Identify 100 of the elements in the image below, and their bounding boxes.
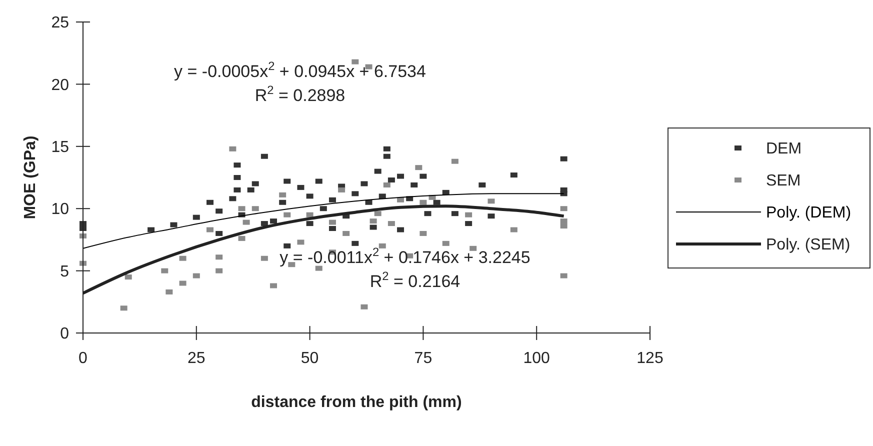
point [451, 211, 458, 216]
y-tick-label: 25 [51, 14, 70, 32]
point [297, 184, 304, 190]
point [560, 273, 568, 278]
point [229, 146, 236, 152]
point [370, 218, 377, 224]
point [397, 227, 404, 232]
point [260, 154, 268, 159]
point [270, 218, 278, 224]
point [488, 214, 495, 219]
point [234, 162, 241, 168]
point [279, 192, 286, 198]
point [470, 246, 477, 251]
point [148, 227, 155, 232]
point [510, 227, 518, 232]
point [360, 181, 368, 186]
annotation: y = -0.0005x$^{2}$ + 0.0945x + 6.7534 [174, 59, 426, 81]
point [206, 200, 214, 205]
x-tick-label: 125 [636, 350, 664, 367]
point [216, 254, 223, 260]
point [365, 200, 372, 205]
point [206, 227, 214, 232]
point [352, 240, 359, 246]
x-tick-label: 0 [78, 350, 88, 367]
annotation: R$^{2}$ = 0.2898 [254, 83, 346, 105]
point [328, 197, 336, 202]
point [179, 280, 186, 286]
point [424, 211, 432, 216]
point [378, 243, 386, 248]
y-tick-label: 10 [51, 201, 70, 218]
point [420, 174, 427, 179]
point [306, 194, 314, 199]
point [216, 208, 223, 214]
point [397, 197, 404, 202]
x-tick-label: 100 [523, 350, 550, 367]
point [216, 268, 223, 274]
point [161, 268, 168, 274]
point [242, 220, 250, 225]
point [352, 59, 359, 64]
point [192, 214, 200, 220]
point [342, 230, 350, 236]
point [383, 182, 390, 188]
point [306, 212, 314, 218]
point [383, 154, 390, 159]
point [315, 178, 322, 184]
y-tick-label: 20 [51, 76, 70, 94]
point [420, 230, 427, 236]
point [420, 200, 427, 205]
point [451, 158, 458, 164]
legend-label: SEM [766, 172, 801, 190]
point [179, 256, 186, 261]
point [433, 200, 440, 205]
point [297, 240, 304, 245]
point [328, 226, 336, 232]
point [238, 236, 246, 241]
point [465, 212, 472, 218]
point [124, 274, 132, 280]
y-tick-label: 15 [51, 139, 70, 156]
point [378, 194, 386, 199]
point [306, 221, 314, 226]
point [442, 190, 450, 195]
point [383, 146, 390, 152]
point [260, 221, 268, 226]
point [465, 221, 472, 226]
point [252, 181, 259, 186]
point [488, 198, 495, 204]
y-tick-label: 0 [60, 326, 70, 343]
point [192, 273, 200, 278]
point [410, 182, 418, 188]
text: Poly. (DEM) [766, 204, 852, 222]
point [388, 221, 395, 226]
point [478, 182, 486, 188]
point [247, 187, 254, 192]
point [238, 206, 246, 212]
point [279, 200, 286, 205]
point [560, 206, 568, 212]
point [560, 156, 568, 162]
point [370, 224, 377, 230]
point [510, 172, 518, 178]
point [397, 174, 404, 179]
point [252, 206, 259, 212]
annotation: R$^{2}$ = 0.2164 [370, 269, 460, 291]
x-axis-title: distance from the pith (mm) [251, 394, 462, 411]
point [288, 262, 296, 268]
point [374, 168, 382, 174]
point [415, 165, 422, 170]
point [234, 187, 241, 192]
point [270, 283, 278, 288]
x-tick-label: 50 [300, 350, 319, 367]
legend-label: DEM [766, 140, 802, 158]
point [120, 306, 128, 311]
point [284, 212, 291, 218]
y-tick-label: 5 [60, 263, 70, 280]
point [442, 240, 450, 246]
point [229, 196, 236, 202]
text: Poly. (SEM) [766, 236, 850, 254]
point [560, 218, 568, 224]
point [374, 211, 382, 216]
point [284, 178, 291, 184]
point [170, 222, 178, 228]
